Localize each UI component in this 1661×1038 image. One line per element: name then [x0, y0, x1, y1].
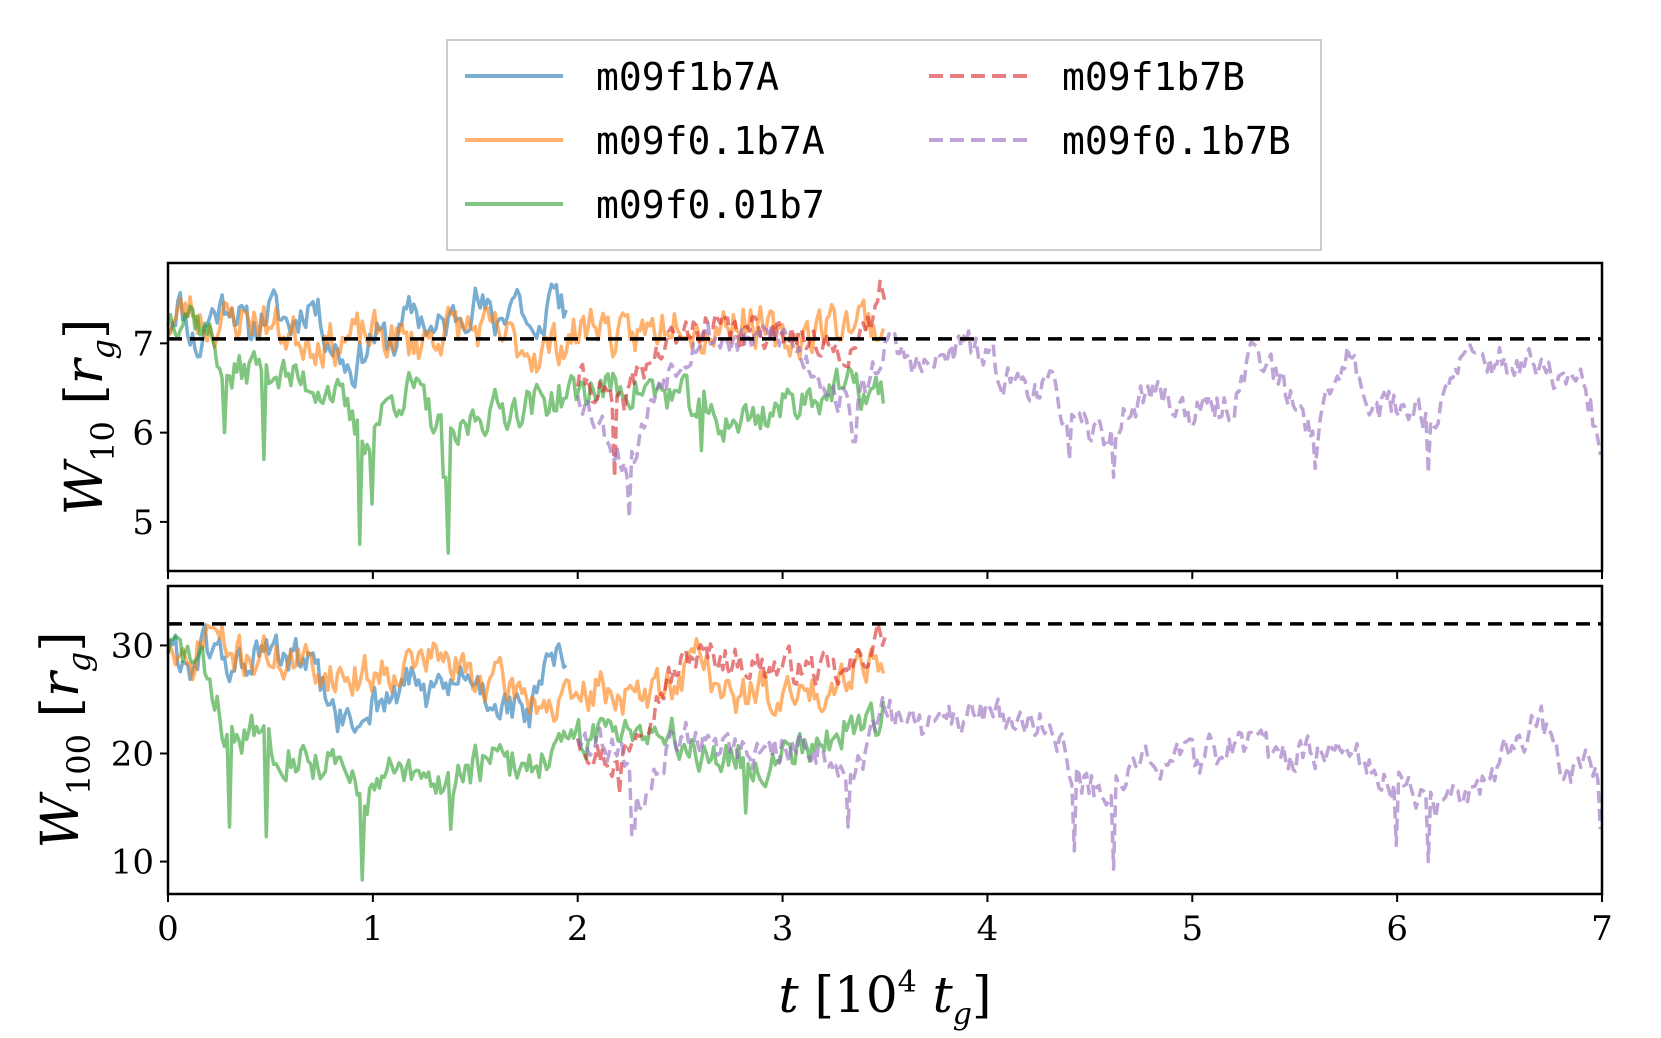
y-tick-label: 6: [132, 414, 154, 454]
legend-label-m09f1b7B: m09f1b7B: [1062, 55, 1245, 99]
bottom-y-ticks: 10 20 30: [111, 626, 168, 883]
series-line-m09f0.1b7B: [576, 695, 1603, 871]
panel-bottom: 10 20 30 0 1 2 3 4 5 6 7 W100 [rg] t [104 tg]: [31, 584, 1613, 1032]
bottom-ylabel: W100 [rg]: [31, 632, 98, 849]
x-tick-label: 2: [567, 909, 589, 949]
legend-label-m09f0.01b7: m09f0.01b7: [596, 183, 825, 227]
x-tick-label: 4: [977, 909, 999, 949]
x-tick-label: 6: [1386, 909, 1408, 949]
series-line-m09f1b7B: [575, 621, 887, 796]
y-tick-label: 10: [111, 843, 154, 883]
x-tick-label: 0: [157, 909, 179, 949]
top-series-group: [166, 279, 1603, 555]
y-tick-label: 7: [132, 324, 154, 364]
y-tick-label: 20: [111, 735, 154, 775]
legend-label-m09f0.1b7B: m09f0.1b7B: [1062, 119, 1291, 163]
series-line-m09f0.01b7: [166, 635, 886, 882]
legend-frame: [446, 39, 1322, 251]
y-tick-label: 30: [111, 626, 154, 666]
top-x-ticks: [167, 571, 1603, 579]
legend-label-m09f1b7A: m09f1b7A: [596, 55, 779, 99]
series-line-m09f0.01b7: [166, 304, 886, 555]
series-line-m09f0.1b7A: [166, 295, 886, 374]
x-tick-label: 1: [362, 909, 384, 949]
bottom-axes-frame: [166, 584, 1604, 896]
bottom-series-group: [166, 621, 1603, 882]
series-line-m09f1b7B: [575, 279, 887, 480]
panel-top: 5 6 7 W10 [rg]: [55, 261, 1604, 579]
series-line-m09f0.1b7A: [166, 623, 886, 724]
top-ylabel: W10 [rg]: [55, 319, 122, 516]
top-axes-frame: [166, 261, 1604, 573]
x-axis-label: t [104 tg]: [779, 965, 992, 1032]
x-tick-label: 3: [772, 909, 794, 949]
top-y-ticks: 5 6 7: [132, 324, 168, 543]
x-tick-label: 7: [1591, 909, 1613, 949]
legend-label-m09f0.1b7A: m09f0.1b7A: [596, 119, 825, 163]
x-tick-label: 5: [1181, 909, 1203, 949]
bottom-x-ticks: 0 1 2 3 4 5 6 7: [157, 894, 1613, 949]
legend: m09f1b7A m09f1b7B m09f0.1b7A m09f0.1b7B …: [446, 39, 1322, 251]
y-tick-label: 5: [132, 503, 154, 543]
series-line-m09f0.1b7B: [575, 321, 1603, 520]
